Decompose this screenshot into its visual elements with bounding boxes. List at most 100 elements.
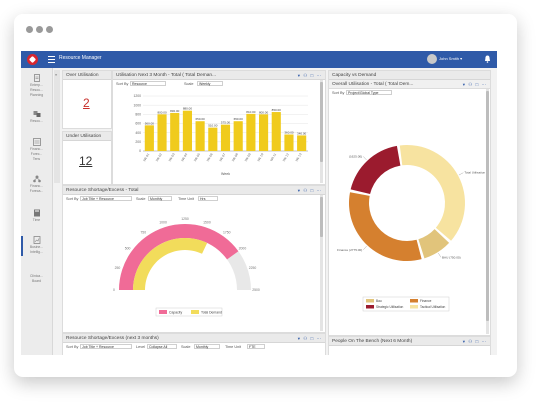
finance-icon [32,138,41,146]
sort-select[interactable]: Job Title + Resource [80,196,132,201]
sidebar-item-business-intelligence[interactable]: Busine... Intellig... [23,236,50,254]
donut-data-label: BAU (750.00) [442,255,461,259]
window-chrome [14,14,517,48]
sidebar-label: Foreca... [29,189,44,193]
scrollbar-thumb[interactable] [320,82,323,162]
donut-slice [349,192,422,261]
panel-title: Over Utilisation [66,72,99,78]
scale-select[interactable]: Weekly [197,81,223,86]
panel-tools[interactable]: ▾ ⚇ □ ⋯ [462,338,487,344]
avatar[interactable] [427,54,437,64]
bar-data-label: 650.00 [234,117,244,121]
sidebar-label: Financ... [29,184,43,188]
panel-title: Under Utilisation [66,133,102,139]
bar-data-label: 800.00 [157,110,167,114]
panel-tools[interactable]: ▾ ⚇ □ ⋯ [462,81,487,87]
scrollbar[interactable] [486,89,489,334]
scale-select[interactable]: Monthly [148,196,172,201]
time-unit-select[interactable]: Hrs [198,196,218,201]
x-tick-label: Wk 09 [244,152,252,162]
panel-tools[interactable]: ▾ ⚇ □ ⋯ [297,72,322,78]
donut-leader-line [363,156,367,161]
bar [259,114,269,151]
menu-icon[interactable] [48,56,55,63]
sort-label: Sort By [332,91,345,95]
report-icon [33,236,40,244]
sidebar-label: Busine... [29,245,44,249]
bar-data-label: 650.00 [196,117,206,121]
under-utilisation-value[interactable]: 12 [79,154,93,168]
sort-label: Sort By [116,82,129,86]
scrollbar[interactable] [320,80,323,183]
panel-tools[interactable]: ▾ ⚇ □ ⋯ [297,187,322,193]
panel-title: People On The Bench (Next 6 Month) [332,338,413,344]
sidebar-label: Tens [32,157,41,161]
donut-leader-line [458,172,464,176]
gauge-scale-label: 2250 [249,266,257,270]
sidebar-item-time[interactable]: Time [23,209,50,222]
collapse-handle[interactable]: « [54,70,60,183]
gauge-scale-label: 2500 [252,288,260,292]
sidebar-label: Resou... [30,88,43,92]
scale-label: Scale [184,82,194,86]
donut-data-label: (1625.00) [349,154,362,158]
bell-icon[interactable] [484,55,491,63]
y-tick-label: 400 [135,131,141,135]
legend-swatch [366,299,374,303]
y-tick-label: 1200 [133,94,141,98]
x-axis-label: Week [221,172,230,176]
panel-header: Resource Shortage/Excess - Total ▾ ⚇ □ ⋯ [63,186,325,195]
sidebar-item-resources[interactable]: Resou... [23,110,50,123]
sidebar-label: Board [31,279,42,283]
scrollbar-thumb[interactable] [320,197,323,237]
panel-header: Resource Shortage/Excess (next 3 months)… [63,334,325,343]
bar [182,110,192,151]
x-tick-label: Wk 05 [193,152,201,162]
scale-select[interactable]: Monthly [194,344,220,349]
under-utilisation-panel: Under Utilisation 12 [62,131,112,185]
donut-legend-box [362,296,450,312]
sidebar-item-clinical-board[interactable]: Clinica... Board [23,273,50,283]
bar [195,121,205,151]
donut-data-label: Total Utilisation (3300.00) [464,171,485,175]
y-tick-label: 600 [135,122,141,126]
sort-select[interactable]: Job Title + Resource [80,344,132,349]
sidebar-item-finance-forecast[interactable]: Financ... Foreca... [23,175,50,193]
sidebar: Enterp... Resou... Planning Resou... Fin… [21,68,53,355]
timesheet-icon [33,209,40,217]
y-tick-label: 200 [135,140,141,144]
over-utilisation-value[interactable]: 2 [83,96,90,110]
sidebar-label: Enterp... [30,83,43,87]
bar-data-label: 340.00 [297,131,307,135]
sidebar-item-finance-tens[interactable]: Financ... Forec... Tens [23,138,50,161]
y-tick-label: 800 [135,113,141,117]
sidebar-label: Forec... [30,152,43,156]
user-menu[interactable]: John Smith ▾ [439,56,463,61]
bar-data-label: 880.00 [183,107,193,111]
sort-select[interactable]: Resource [130,81,166,86]
time-unit-select[interactable]: FTE [247,344,265,349]
subpanel-header: Overall Utilisation - Total ( Total Dem.… [329,80,490,89]
x-tick-label: Wk 02 [155,152,163,162]
x-tick-label: Wk 12 [282,152,290,162]
scrollbar-thumb[interactable] [486,91,489,321]
bar-data-label: 510.00 [208,124,218,128]
sidebar-item-enterprise-planning[interactable]: Enterp... Resou... Planning [23,74,50,97]
scrollbar[interactable] [320,195,323,331]
legend-swatch [159,310,167,314]
level-select[interactable]: Collapse All [147,344,177,349]
over-utilisation-panel: Over Utilisation 2 [62,70,112,129]
window-dot-3[interactable] [46,26,53,33]
panel-tools[interactable]: ▾ ⚇ □ ⋯ [297,335,322,341]
utilisation-panel: Utilisation Next 3 Month - Total ( Total… [112,70,326,185]
sort-select[interactable]: Project/Global Type [346,90,392,95]
x-tick-label: Wk 06 [206,152,214,162]
legend-swatch [366,305,374,309]
window-dot-1[interactable] [26,26,33,33]
legend-swatch [410,305,418,309]
sidebar-label: Resou... [30,119,43,123]
gauge-bar-capacity [119,224,239,290]
window-dot-2[interactable] [36,26,43,33]
donut-data-label: Finance (2775.00) [337,248,362,252]
legend-label: Strategic Utilisation [376,305,404,309]
